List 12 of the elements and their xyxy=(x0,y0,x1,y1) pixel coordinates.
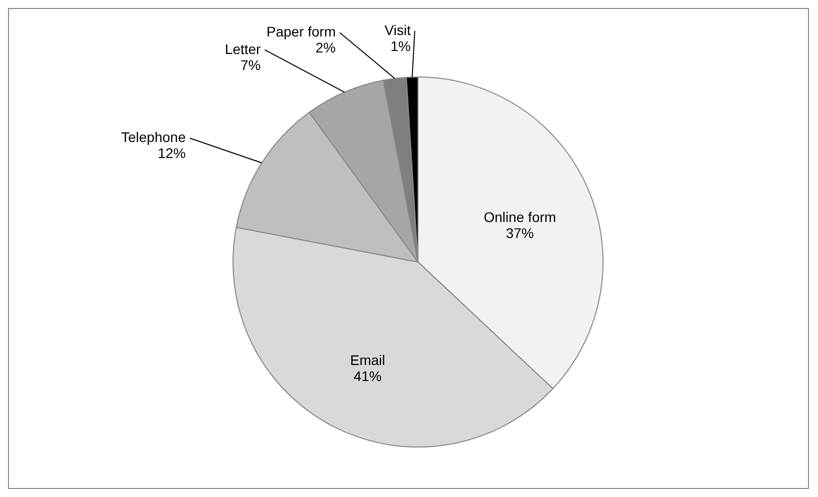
data-label: 2% xyxy=(316,40,336,56)
slice-label: Telephone xyxy=(121,129,186,146)
data-label: 37% xyxy=(506,224,534,241)
slice-label: Letter xyxy=(224,40,262,57)
data-label: 7% xyxy=(240,56,261,73)
slice-label: Email xyxy=(350,352,386,368)
data-label: 41% xyxy=(354,368,382,384)
data-label: 1% xyxy=(390,38,411,54)
slice-label: Visit xyxy=(384,22,411,38)
slice-label: Online form xyxy=(484,208,556,225)
data-label: 12% xyxy=(158,145,186,162)
slice-label: Paper form xyxy=(266,24,336,40)
